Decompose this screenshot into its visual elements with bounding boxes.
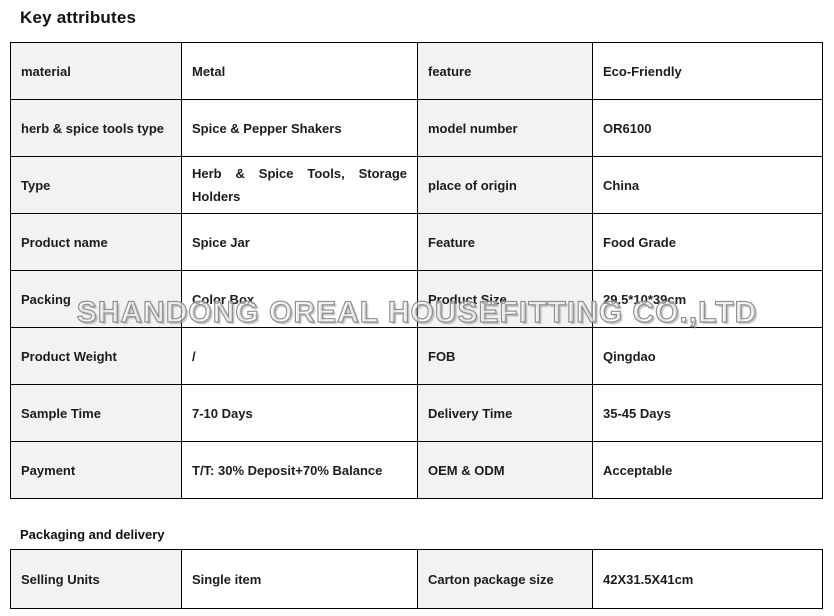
attr-value-product-weight: / [181,327,418,385]
attr-label-product-name: Product name [10,213,182,271]
attr-label-material: material [10,42,182,100]
attr-value-type: Herb & Spice Tools, Storage Holders [181,156,418,214]
attr-label-feature-2: Feature [417,213,593,271]
attr-label-model-number: model number [417,99,593,157]
section-title-packaging-and-delivery: Packaging and delivery [20,527,165,542]
attr-label-fob: FOB [417,327,593,385]
attr-value-place-of-origin: China [592,156,823,214]
table-row: Product Weight / FOB Qingdao [10,327,823,385]
packaging-and-delivery-table: Selling Units Single item Carton package… [10,549,823,609]
attr-label-oem-odm: OEM & ODM [417,441,593,499]
attr-label-selling-units: Selling Units [10,549,182,609]
attr-value-product-name: Spice Jar [181,213,418,271]
attr-value-material: Metal [181,42,418,100]
attr-label-delivery-time: Delivery Time [417,384,593,442]
attr-value-sample-time: 7-10 Days [181,384,418,442]
attr-value-fob: Qingdao [592,327,823,385]
attr-label-feature: feature [417,42,593,100]
attr-value-selling-units: Single item [181,549,418,609]
attr-label-sample-time: Sample Time [10,384,182,442]
attr-value-herb-spice-tools-type: Spice & Pepper Shakers [181,99,418,157]
attr-value-product-size: 29.5*10*39cm [592,270,823,328]
table-row: Payment T/T: 30% Deposit+70% Balance OEM… [10,441,823,499]
attr-label-payment: Payment [10,441,182,499]
attr-label-type: Type [10,156,182,214]
table-row: herb & spice tools type Spice & Pepper S… [10,99,823,157]
attr-value-oem-odm: Acceptable [592,441,823,499]
key-attributes-table: material Metal feature Eco-Friendly herb… [10,42,823,499]
attr-label-packing: Packing [10,270,182,328]
attr-value-feature: Eco-Friendly [592,42,823,100]
attr-label-product-weight: Product Weight [10,327,182,385]
attr-value-carton-package-size: 42X31.5X41cm [592,549,823,609]
page-title-key-attributes: Key attributes [20,8,137,27]
attr-value-delivery-time: 35-45 Days [592,384,823,442]
attr-value-payment: T/T: 30% Deposit+70% Balance [181,441,418,499]
attr-value-packing: Color Box [181,270,418,328]
table-row: Sample Time 7-10 Days Delivery Time 35-4… [10,384,823,442]
attr-label-carton-package-size: Carton package size [417,549,593,609]
table-row: Product name Spice Jar Feature Food Grad… [10,213,823,271]
table-row: Type Herb & Spice Tools, Storage Holders… [10,156,823,214]
attr-value-model-number: OR6100 [592,99,823,157]
attr-value-feature-2: Food Grade [592,213,823,271]
attr-label-herb-spice-tools-type: herb & spice tools type [10,99,182,157]
attr-label-product-size: Product Size [417,270,593,328]
table-row: material Metal feature Eco-Friendly [10,42,823,100]
table-row: Selling Units Single item Carton package… [10,549,823,609]
attr-label-place-of-origin: place of origin [417,156,593,214]
table-row: Packing Color Box Product Size 29.5*10*3… [10,270,823,328]
